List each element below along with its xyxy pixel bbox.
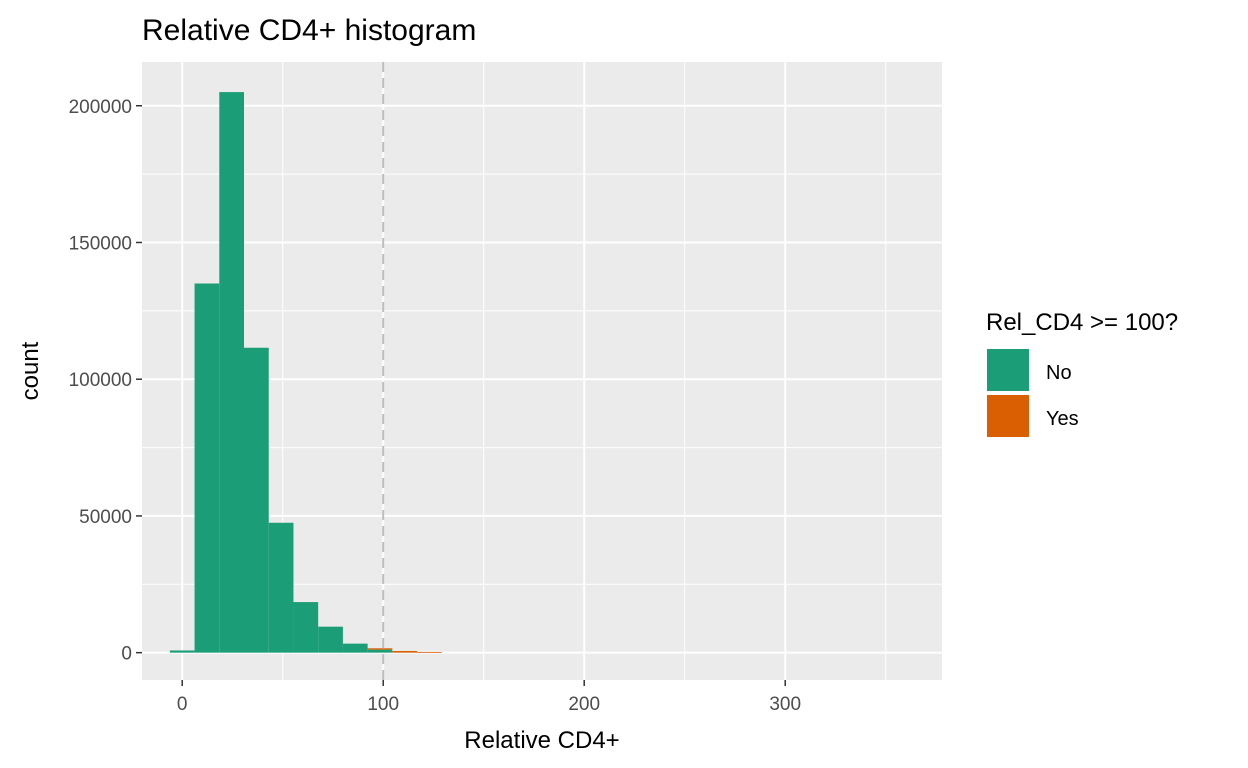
bar-no-0 (169, 650, 195, 653)
y-tick-label-2: 100000 (69, 370, 132, 391)
bar-yes-0 (367, 648, 393, 650)
chart-title: Relative CD4+ histogram (142, 14, 476, 47)
y-axis: 0 50000 100000 150000 200000 (69, 97, 142, 665)
y-axis-title: count (17, 341, 44, 400)
legend-swatch-yes (985, 393, 1031, 439)
bar-no-5 (293, 602, 319, 653)
legend: Rel_CD4 >= 100? No Yes (985, 309, 1178, 439)
bar-yes-1 (392, 651, 418, 653)
x-tick-label-0: 0 (177, 694, 188, 715)
legend-swatch-no (985, 347, 1031, 393)
bar-no-6 (318, 626, 343, 653)
x-tick-label-3: 300 (769, 694, 801, 715)
bar-no-2 (219, 92, 245, 653)
y-tick-label-4: 200000 (69, 97, 132, 118)
legend-label-no: No (1046, 362, 1072, 384)
bar-no-4 (268, 522, 294, 653)
histogram-bars (169, 92, 442, 653)
legend-label-yes: Yes (1046, 408, 1079, 430)
grid-minor (142, 62, 942, 680)
bar-no-8 (367, 649, 393, 653)
y-tick-label-1: 50000 (79, 507, 132, 528)
bar-no-1 (194, 283, 220, 653)
x-axis: 0 100 200 300 (177, 680, 801, 715)
bar-yes-2 (417, 651, 442, 653)
y-tick-label-3: 150000 (69, 233, 132, 254)
y-tick-label-0: 0 (121, 644, 132, 665)
legend-title: Rel_CD4 >= 100? (986, 309, 1178, 336)
bar-no-7 (342, 643, 368, 653)
x-axis-title: Relative CD4+ (464, 727, 619, 754)
x-tick-label-1: 100 (367, 694, 399, 715)
x-tick-label-2: 200 (568, 694, 600, 715)
bar-no-3 (244, 347, 269, 653)
